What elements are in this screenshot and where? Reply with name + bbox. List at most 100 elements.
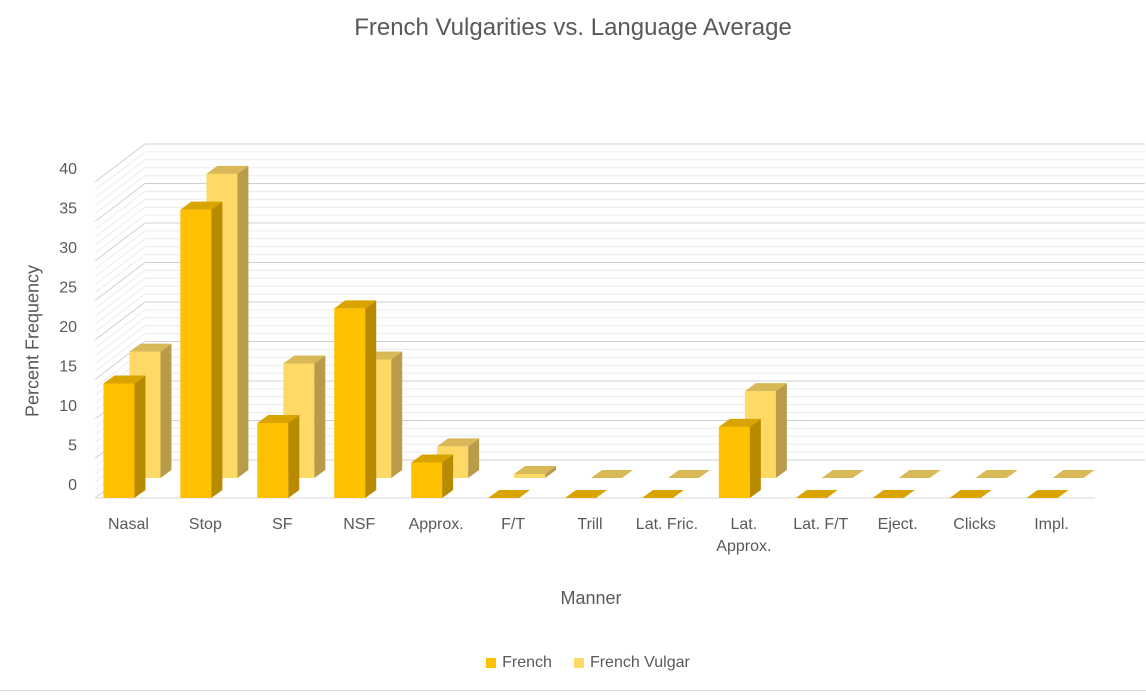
bar-french-top xyxy=(180,201,223,210)
gridline-side xyxy=(94,167,146,207)
y-tick-label: 15 xyxy=(59,359,77,376)
gridline-side xyxy=(94,183,146,222)
gridline-side xyxy=(94,285,146,325)
bar-french-vulgar-top xyxy=(206,165,249,174)
bar-french-vulgar-top xyxy=(129,343,172,352)
y-tick-label: 35 xyxy=(59,201,77,218)
bar-french-side xyxy=(365,300,377,498)
gridline-side xyxy=(94,270,146,309)
bar-french-top xyxy=(949,490,992,498)
bar-french-side xyxy=(749,418,761,498)
bar-french-top xyxy=(334,300,377,309)
gridline-side xyxy=(94,301,146,341)
bar-french-vulgar-side xyxy=(468,438,480,478)
bar-french-top xyxy=(641,490,684,498)
gridline-side xyxy=(94,262,146,301)
y-tick-label: 30 xyxy=(59,240,77,257)
chart-title: French Vulgarities vs. Language Average xyxy=(354,14,792,41)
x-tick-label: Nasal xyxy=(108,516,149,533)
y-tick-label: 25 xyxy=(59,280,77,297)
x-axis-title: Manner xyxy=(560,588,622,608)
bar-french-vulgar-top xyxy=(437,438,480,447)
x-tick-label: Approx. xyxy=(716,538,771,555)
x-tick-label: Trill xyxy=(577,516,602,533)
bar-french-vulgar-top xyxy=(821,470,864,478)
gridline-side xyxy=(94,214,146,254)
bottom-rule xyxy=(0,690,1146,691)
x-tick-label: Impl. xyxy=(1034,516,1069,533)
gridline-side xyxy=(94,317,146,357)
bar-french-side xyxy=(288,414,300,498)
bar-french-vulgar-top xyxy=(591,470,633,478)
bar-french-front xyxy=(718,426,750,498)
gridline-side xyxy=(94,333,146,372)
gridline-side xyxy=(94,143,146,183)
bar-french-top xyxy=(411,454,454,463)
bar-french-vulgar-side xyxy=(545,466,557,478)
legend-item-series-1[interactable]: French xyxy=(486,654,552,672)
y-axis-title: Percent Frequency xyxy=(22,264,43,418)
gridline-side xyxy=(94,230,146,270)
bar-french-vulgar-side xyxy=(775,383,787,478)
bar-french-front xyxy=(257,422,289,498)
gridline-side xyxy=(94,238,146,278)
bar-french-vulgar-front xyxy=(514,474,546,478)
bar-french-vulgar-top xyxy=(898,470,941,478)
bar-french-top xyxy=(565,490,607,498)
bar-french-vulgar-top xyxy=(975,470,1018,478)
bar-french-top xyxy=(257,414,300,423)
gridline-side xyxy=(94,151,146,191)
legend-label-series-2: French Vulgar xyxy=(589,654,690,671)
gridline-side xyxy=(94,222,146,262)
y-tick-label: 0 xyxy=(68,477,77,494)
bar-french-top xyxy=(1026,490,1069,498)
legend-item-series-2[interactable]: French Vulgar xyxy=(573,654,690,672)
y-tick-label: 5 xyxy=(68,438,77,455)
x-tick-label: Stop xyxy=(189,516,222,533)
gridline-side xyxy=(94,309,146,349)
bar-french-top xyxy=(488,490,531,498)
bar-french-front xyxy=(103,383,135,498)
gridline-side xyxy=(94,277,146,317)
bar-french-top xyxy=(718,418,761,427)
legend-swatch-series-1 xyxy=(486,658,497,668)
gridline-side xyxy=(94,293,146,333)
bar-french-vulgar-top xyxy=(283,355,326,364)
bar-french-side xyxy=(211,201,223,498)
legend-swatch-series-2 xyxy=(573,658,584,668)
bar-french-vulgar-top xyxy=(514,466,557,475)
x-tick-label: Clicks xyxy=(953,516,996,533)
bar-french-front xyxy=(334,308,366,498)
bar-french-top xyxy=(795,490,838,498)
x-tick-label: SF xyxy=(272,516,293,533)
bar-french-front xyxy=(180,209,212,498)
bar-french-vulgar-side xyxy=(391,351,403,478)
legend-label-series-1: French xyxy=(502,654,552,671)
gridline-side xyxy=(94,198,146,238)
gridline-side xyxy=(94,246,146,286)
bar-french-vulgar-side xyxy=(237,165,249,478)
gridline-side xyxy=(94,254,146,293)
gridline-side xyxy=(94,206,146,246)
x-tick-label: Lat. F/T xyxy=(793,516,848,533)
gridline-side xyxy=(94,325,146,365)
bar-french-side xyxy=(134,375,146,498)
bar-french-vulgar-top xyxy=(1052,470,1095,478)
bar-french-front xyxy=(411,462,443,498)
bar-french-side xyxy=(442,454,454,498)
x-tick-label: NSF xyxy=(343,516,375,533)
bar-french-top xyxy=(872,490,915,498)
x-tick-label: Eject. xyxy=(878,516,918,533)
x-tick-label: Lat. xyxy=(731,516,758,533)
bar-french-vulgar-top xyxy=(744,383,787,392)
bar-french-top xyxy=(103,375,146,384)
gridline-side xyxy=(94,159,146,199)
bar-french-vulgar-side xyxy=(160,343,172,478)
y-tick-label: 40 xyxy=(59,161,77,178)
x-tick-label: Lat. Fric. xyxy=(636,516,698,533)
y-tick-label: 20 xyxy=(59,319,77,336)
y-tick-label: 10 xyxy=(59,398,77,415)
legend: French French Vulgar xyxy=(0,654,1146,672)
